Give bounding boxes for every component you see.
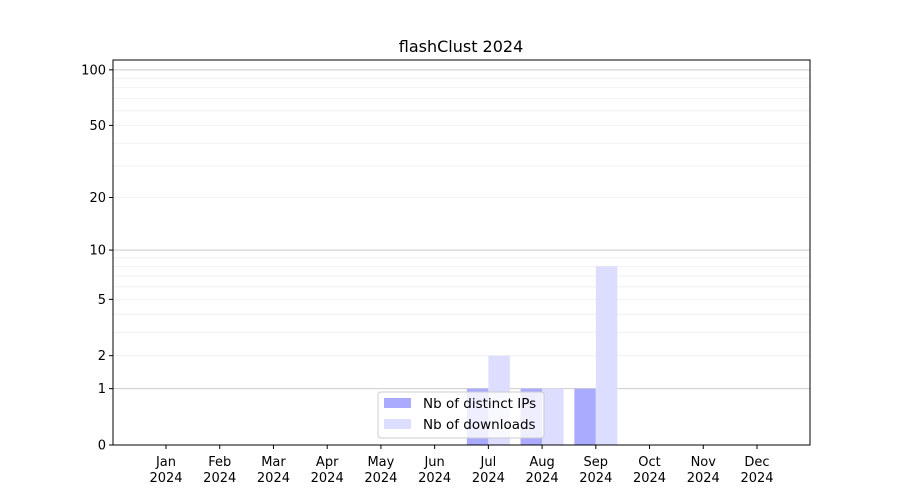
x-axis: Jan2024Feb2024Mar2024Apr2024May2024Jun20… bbox=[149, 445, 774, 486]
bar-distinct-ips bbox=[574, 388, 596, 445]
chart-title: flashClust 2024 bbox=[399, 37, 524, 56]
legend-swatch-ips bbox=[384, 398, 411, 408]
plot-frame bbox=[112, 59, 811, 446]
gridlines bbox=[113, 69, 810, 390]
y-tick-label: 5 bbox=[98, 293, 106, 308]
legend-label-ips: Nb of distinct IPs bbox=[423, 396, 536, 412]
x-tick-label: Sep bbox=[584, 455, 609, 470]
x-tick-label: Aug bbox=[529, 455, 554, 470]
y-tick-label: 10 bbox=[89, 244, 106, 259]
x-tick-label: 2024 bbox=[526, 471, 559, 486]
x-tick-label: 2024 bbox=[364, 471, 397, 486]
x-tick-label: Mar bbox=[261, 455, 286, 470]
x-tick-label: 2024 bbox=[472, 471, 505, 486]
x-tick-label: 2024 bbox=[687, 471, 720, 486]
y-tick-label: 20 bbox=[89, 191, 106, 206]
bar-downloads bbox=[595, 266, 618, 445]
x-tick-label: Jul bbox=[480, 455, 497, 470]
x-tick-label: 2024 bbox=[149, 471, 182, 486]
legend-label-downloads: Nb of downloads bbox=[423, 417, 536, 433]
legend-swatch-downloads bbox=[384, 419, 411, 429]
x-tick-label: 2024 bbox=[311, 471, 344, 486]
x-tick-label: 2024 bbox=[740, 471, 773, 486]
x-tick-label: Oct bbox=[638, 455, 660, 470]
x-tick-label: Jun bbox=[423, 455, 444, 470]
x-tick-label: 2024 bbox=[203, 471, 236, 486]
x-tick-label: 2024 bbox=[633, 471, 666, 486]
x-tick-label: 2024 bbox=[418, 471, 451, 486]
x-tick-label: May bbox=[367, 455, 394, 470]
bar-downloads bbox=[542, 388, 564, 445]
x-tick-label: 2024 bbox=[579, 471, 612, 486]
x-tick-label: Dec bbox=[744, 455, 769, 470]
y-axis: 0 1 2 5 10 20 50 100 bbox=[81, 63, 113, 454]
y-tick-label: 0 bbox=[98, 439, 106, 454]
x-tick-label: Jan bbox=[155, 455, 176, 470]
x-tick-label: 2024 bbox=[257, 471, 290, 486]
y-tick-label: 1 bbox=[98, 382, 106, 397]
y-tick-label: 50 bbox=[89, 119, 106, 134]
legend-box bbox=[377, 391, 545, 439]
x-tick-label: Apr bbox=[316, 455, 339, 470]
y-tick-label: 100 bbox=[81, 63, 106, 78]
legend: Nb of distinct IPs Nb of downloads bbox=[377, 391, 545, 439]
x-tick-label: Feb bbox=[208, 455, 231, 470]
x-tick-label: Nov bbox=[691, 455, 717, 470]
y-tick-label: 2 bbox=[98, 349, 106, 364]
